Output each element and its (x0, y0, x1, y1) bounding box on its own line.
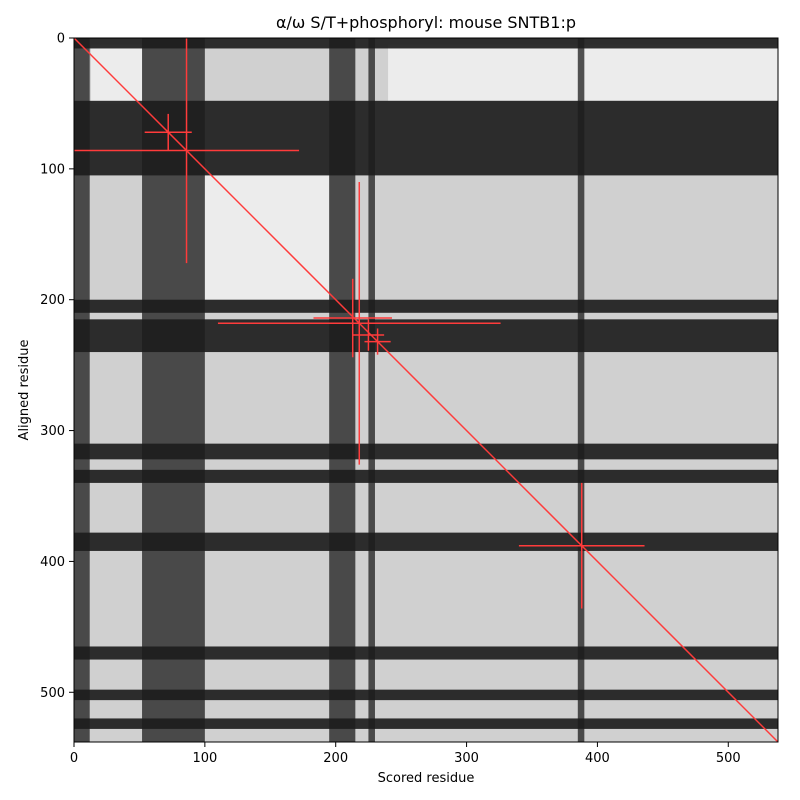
plot-frame (73, 37, 779, 743)
dark-row-band-2 (74, 299, 778, 313)
bright-block-0 (91, 44, 143, 104)
dark-column-band-2 (329, 38, 356, 742)
x-axis: 0 100 200 300 400 500 (70, 742, 741, 766)
dark-column-band-3 (368, 38, 375, 742)
y-tick-label-100: 100 (40, 162, 65, 177)
x-axis-title: Scored residue (378, 771, 475, 786)
dark-row-band-8 (74, 689, 778, 701)
dark-column-band-1 (142, 38, 205, 742)
y-axis: 0 100 200 300 400 500 (40, 32, 74, 701)
y-tick-label-0: 0 (57, 32, 65, 47)
y-axis-title: Aligned residue (17, 340, 32, 441)
dark-row-band-7 (74, 646, 778, 660)
dark-row-band-5 (74, 469, 778, 483)
x-tick-label-200: 200 (323, 751, 348, 766)
x-tick-label-0: 0 (70, 751, 78, 766)
x-tick-label-500: 500 (716, 751, 741, 766)
x-tick-label-300: 300 (454, 751, 479, 766)
y-tick-label-300: 300 (40, 424, 65, 439)
chart-title: α/ω S/T+phosphoryl: mouse SNTB1:p (276, 13, 576, 32)
dark-column-band-4 (577, 38, 585, 742)
dark-row-band-0 (74, 38, 778, 49)
dark-row-band-9 (74, 718, 778, 729)
dark-column-band-0 (74, 38, 90, 742)
y-tick-label-400: 400 (40, 555, 65, 570)
bright-block-1 (204, 175, 330, 300)
dark-row-band-4 (74, 443, 778, 460)
heatmap-area (74, 38, 778, 742)
diagonal-line (74, 38, 778, 742)
heatmap-bands (74, 38, 778, 742)
y-tick-label-200: 200 (40, 293, 65, 308)
diagonal-overlay (74, 38, 778, 742)
x-tick-label-100: 100 (192, 751, 217, 766)
x-tick-label-400: 400 (585, 751, 610, 766)
y-tick-label-500: 500 (40, 686, 65, 701)
